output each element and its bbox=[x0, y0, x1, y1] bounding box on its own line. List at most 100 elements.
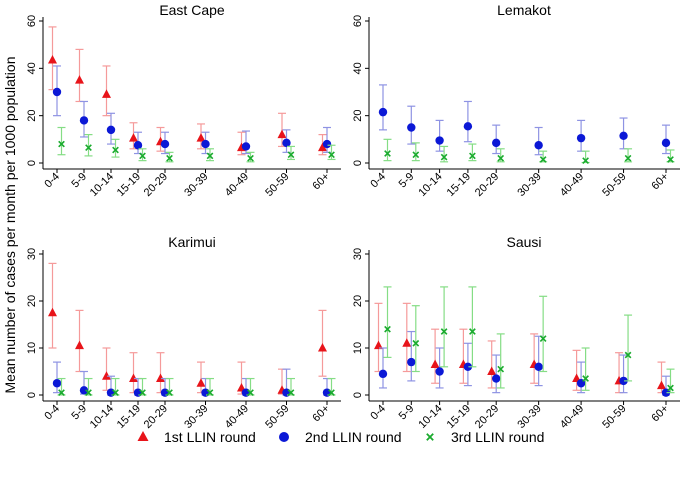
y-tick-label: 30 bbox=[26, 248, 38, 260]
data-point-circle bbox=[241, 142, 251, 151]
data-point-triangle bbox=[402, 338, 412, 347]
x-tick-label: 50-59 bbox=[263, 403, 291, 431]
data-point-circle bbox=[52, 379, 62, 388]
data-point-triangle bbox=[277, 129, 287, 139]
data-point-triangle bbox=[374, 340, 383, 350]
data-point-x bbox=[206, 152, 214, 160]
data-point-triangle bbox=[129, 373, 138, 383]
x-tick-label: 20-29 bbox=[142, 171, 170, 199]
data-point-x bbox=[328, 151, 335, 159]
y-tick-label: 0 bbox=[26, 392, 38, 398]
data-point-x bbox=[139, 389, 146, 397]
x-tick-label: 0-4 bbox=[42, 403, 62, 423]
data-point-x bbox=[166, 389, 173, 397]
data-point-circle bbox=[106, 125, 116, 135]
legend-item: 3rd LLIN round bbox=[426, 429, 544, 445]
y-tick-label: 10 bbox=[352, 342, 364, 354]
x-tick-label: 40-49 bbox=[223, 403, 251, 431]
data-point-triangle bbox=[48, 307, 57, 317]
y-tick-label: 0 bbox=[352, 392, 364, 398]
data-point-x bbox=[440, 328, 448, 335]
data-point-x bbox=[112, 146, 119, 154]
legend-item: 2nd LLIN round bbox=[279, 429, 402, 445]
data-point-x bbox=[58, 140, 65, 148]
data-point-x bbox=[328, 389, 335, 397]
data-point-x bbox=[287, 389, 295, 397]
data-point-x bbox=[247, 389, 254, 397]
data-point-triangle bbox=[48, 55, 57, 64]
x-tick-label: 15-19 bbox=[115, 403, 143, 431]
x-tick-label: 50-59 bbox=[263, 171, 291, 199]
x-tick-label: 5-9 bbox=[397, 403, 417, 423]
data-point-circle bbox=[492, 138, 501, 148]
data-point-x bbox=[582, 375, 589, 382]
x-tick-label: 30-39 bbox=[515, 171, 543, 199]
x-tick-label: 5-9 bbox=[69, 403, 89, 423]
x-tick-label: 0-4 bbox=[368, 403, 388, 423]
y-axis-label: Mean number of cases per month per 1000 … bbox=[2, 57, 18, 394]
data-point-circle bbox=[322, 139, 332, 149]
data-point-x bbox=[440, 153, 448, 161]
x-tick-label: 50-59 bbox=[600, 171, 628, 199]
x-tick-label: 60+ bbox=[310, 171, 332, 193]
y-tick-label: 20 bbox=[352, 110, 364, 122]
legend-marker-circle bbox=[279, 432, 289, 442]
data-point-x bbox=[582, 157, 589, 164]
x-tick-label: 30-39 bbox=[182, 171, 210, 199]
data-point-x bbox=[58, 389, 65, 397]
data-point-circle bbox=[492, 374, 501, 383]
data-point-x bbox=[497, 154, 505, 162]
data-point-x bbox=[112, 389, 119, 397]
data-point-circle bbox=[619, 376, 628, 386]
data-point-x bbox=[667, 156, 674, 163]
data-point-triangle bbox=[318, 343, 327, 352]
data-point-x bbox=[85, 144, 92, 151]
data-point-circle bbox=[661, 138, 671, 148]
data-point-triangle bbox=[75, 75, 84, 84]
y-tick-label: 20 bbox=[26, 110, 38, 122]
data-point-x bbox=[384, 325, 391, 333]
x-tick-label: 15-19 bbox=[445, 403, 473, 431]
x-tick-label: 60+ bbox=[649, 171, 671, 193]
x-tick-label: 40-49 bbox=[223, 171, 251, 199]
data-point-circle bbox=[534, 141, 543, 150]
legend-label: 2nd LLIN round bbox=[305, 429, 402, 445]
y-tick-label: 60 bbox=[352, 15, 364, 27]
data-point-triangle bbox=[487, 366, 497, 375]
data-point-circle bbox=[534, 362, 543, 371]
data-point-triangle bbox=[657, 380, 666, 390]
data-point-triangle bbox=[129, 133, 138, 142]
legend-label: 3rd LLIN round bbox=[451, 429, 544, 445]
x-tick-label: 15-19 bbox=[445, 171, 473, 199]
x-tick-label: 40-49 bbox=[558, 403, 586, 431]
x-tick-label: 5-9 bbox=[397, 171, 417, 191]
data-point-x bbox=[667, 384, 674, 392]
x-tick-label: 10-14 bbox=[416, 403, 444, 431]
data-point-x bbox=[539, 156, 547, 163]
data-point-circle bbox=[407, 123, 416, 132]
data-point-circle bbox=[52, 87, 62, 97]
data-point-x bbox=[287, 151, 295, 159]
x-tick-label: 20-29 bbox=[473, 403, 501, 431]
y-tick-label: 30 bbox=[352, 248, 364, 260]
x-tick-label: 30-39 bbox=[182, 403, 210, 431]
x-tick-label: 5-9 bbox=[69, 171, 89, 191]
y-tick-label: 20 bbox=[26, 295, 38, 307]
data-point-x bbox=[497, 365, 505, 373]
data-point-x bbox=[85, 389, 92, 397]
legend-marker-x bbox=[426, 433, 434, 441]
data-point-triangle bbox=[102, 89, 111, 98]
x-tick-label: 10-14 bbox=[88, 171, 116, 199]
x-tick-label: 60+ bbox=[649, 403, 671, 425]
x-tick-label: 40-49 bbox=[558, 171, 586, 199]
x-tick-label: 60+ bbox=[310, 403, 332, 425]
data-point-x bbox=[539, 335, 547, 342]
x-tick-label: 50-59 bbox=[600, 403, 628, 431]
panel-title: Lemakot bbox=[497, 2, 551, 18]
legend-item: 1st LLIN round bbox=[137, 429, 256, 445]
y-tick-label: 40 bbox=[26, 62, 38, 74]
data-point-circle bbox=[79, 116, 89, 125]
